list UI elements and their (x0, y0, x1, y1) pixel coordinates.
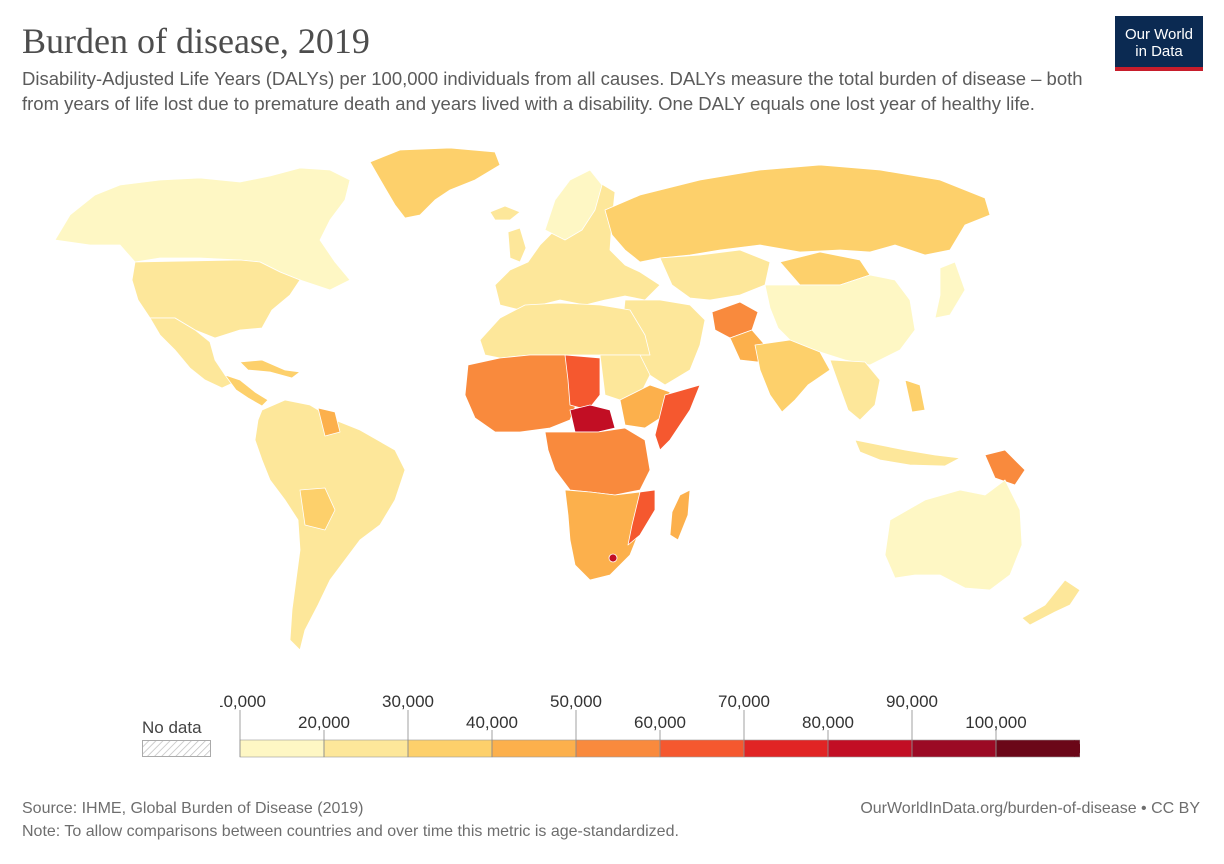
legend-tick-top-3: 50,000 (550, 692, 602, 711)
legend-no-data-swatch[interactable] (142, 740, 212, 758)
region-chad[interactable] (564, 354, 601, 411)
region-japan[interactable] (934, 261, 966, 319)
logo-line-2: in Data (1135, 43, 1183, 60)
logo-line-1: Our World (1124, 26, 1194, 43)
legend-tick-bottom-5: 100,000 (965, 713, 1026, 732)
region-scandinavia[interactable] (544, 169, 603, 241)
note-text: Note: To allow comparisons between count… (22, 823, 679, 840)
region-caribbean[interactable] (239, 359, 301, 379)
source-text: Source: IHME, Global Burden of Disease (… (22, 800, 364, 817)
region-philippines[interactable] (904, 379, 926, 413)
region-lesotho[interactable] (608, 553, 618, 563)
legend-bin-3[interactable] (407, 739, 493, 758)
legend-bin-9[interactable] (911, 739, 997, 758)
legend-tick-bottom-4: 80,000 (802, 713, 854, 732)
region-india[interactable] (754, 339, 831, 413)
legend-bin-4[interactable] (491, 739, 577, 758)
region-russia[interactable] (604, 164, 991, 263)
legend-tick-top-2: 30,000 (382, 692, 434, 711)
legend-tick-top-1: 10,000 (220, 692, 266, 711)
region-southern-africa[interactable] (564, 489, 651, 581)
region-china[interactable] (764, 274, 916, 366)
region-west-africa[interactable] (464, 354, 581, 433)
legend-bin-2[interactable] (323, 739, 409, 758)
region-madagascar[interactable] (669, 489, 691, 541)
region-greenland[interactable] (369, 147, 501, 219)
legend-tick-bottom-3: 60,000 (634, 713, 686, 732)
region-mozambique[interactable] (627, 489, 656, 546)
owid-logo[interactable]: Our World in Data (1115, 16, 1203, 71)
region-uk[interactable] (507, 227, 527, 263)
region-south-america[interactable] (254, 399, 406, 651)
region-central-asia[interactable] (659, 249, 771, 301)
region-indonesia[interactable] (854, 439, 961, 467)
region-iceland[interactable] (489, 205, 521, 221)
source-url[interactable]: OurWorldInData.org/burden-of-disease • C… (860, 800, 1200, 817)
region-north-africa[interactable] (479, 302, 651, 359)
legend-bin-10[interactable] (995, 739, 1080, 758)
region-central-america[interactable] (224, 374, 269, 407)
world-map[interactable] (0, 140, 1224, 670)
legend-bin-1[interactable] (239, 739, 325, 758)
region-png[interactable] (984, 449, 1026, 486)
region-somalia[interactable] (654, 384, 701, 451)
legend-bin-7[interactable] (743, 739, 829, 758)
region-bolivia[interactable] (299, 487, 336, 531)
legend-arrow (1074, 740, 1080, 757)
legend-bin-5[interactable] (575, 739, 661, 758)
region-car[interactable] (569, 404, 616, 433)
region-europe[interactable] (494, 179, 661, 311)
chart-subtitle: Disability-Adjusted Life Years (DALYs) p… (22, 68, 1083, 114)
region-guyana[interactable] (317, 407, 341, 437)
region-se-asia[interactable] (829, 359, 881, 421)
legend-tick-top-5: 90,000 (886, 692, 938, 711)
legend-tick-bottom-1: 20,000 (298, 713, 350, 732)
region-central-africa[interactable] (544, 427, 651, 496)
legend-tick-top-4: 70,000 (718, 692, 770, 711)
legend-scale[interactable]: 10,000 30,000 50,000 70,000 90,000 20,000 40,0… (220, 690, 1080, 770)
legend-tick-bottom-2: 40,000 (466, 713, 518, 732)
legend-bin-8[interactable] (827, 739, 913, 758)
legend-no-data-label: No data (142, 718, 202, 737)
region-canada[interactable] (54, 167, 351, 291)
region-usa[interactable] (131, 259, 301, 339)
region-australia[interactable] (884, 479, 1023, 591)
region-new-zealand[interactable] (1021, 579, 1081, 626)
legend-bin-6[interactable] (659, 739, 745, 758)
chart-title: Burden of disease, 2019 (22, 21, 370, 61)
color-legend: No data 10,000 30,000 50,000 70,000 90,000 20… (0, 690, 1224, 770)
